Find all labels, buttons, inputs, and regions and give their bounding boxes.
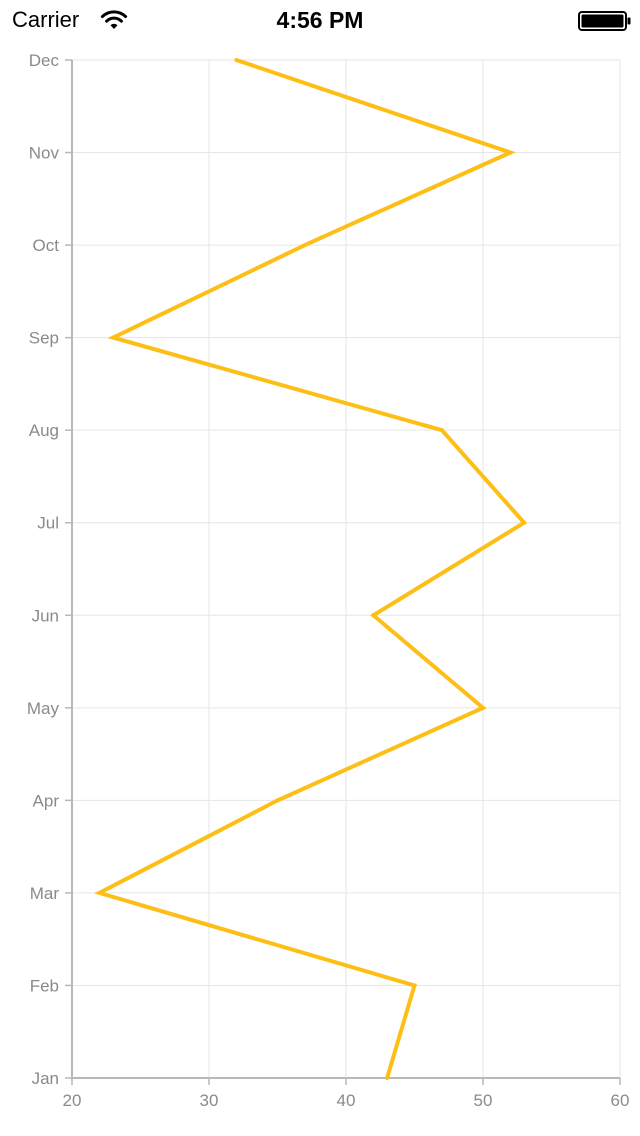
x-tick-label-30: 30	[200, 1091, 219, 1110]
series-line-0	[94, 58, 528, 1079]
y-tick-label-jun: Jun	[32, 606, 59, 625]
y-tick-label-jan: Jan	[32, 1069, 59, 1088]
y-tick-label-mar: Mar	[30, 884, 60, 903]
data-point-mar	[97, 890, 102, 895]
data-point-feb	[412, 983, 417, 988]
x-tick-label-50: 50	[474, 1091, 493, 1110]
line-chart: Jan Feb Mar Apr May Jun Jul Aug Sep Oct Nov Dec 20 30…	[27, 51, 630, 1110]
y-tick-label-may: May	[27, 699, 60, 718]
axes	[65, 59, 621, 1085]
data-point-may	[481, 705, 485, 710]
status-time: 4:56 PM	[276, 7, 364, 33]
data-point-jan	[385, 1076, 390, 1080]
y-tick-label-nov: Nov	[29, 144, 60, 163]
tick-labels: Jan Feb Mar Apr May Jun Jul Aug Sep Oct Nov Dec 20 30…	[27, 51, 630, 1110]
status-bar: Carrier 4:56 PM	[0, 0, 640, 40]
y-tick-label-oct: Oct	[33, 236, 60, 255]
chart-area: Jan Feb Mar Apr May Jun Jul Aug Sep Oct Nov Dec 20 30…	[0, 40, 640, 1136]
data-point-jun	[371, 613, 376, 618]
grid-lines	[71, 59, 621, 1079]
battery-full-icon	[578, 11, 631, 31]
series-layer	[94, 58, 528, 1080]
y-tick-label-jul: Jul	[37, 514, 59, 533]
data-point-sep	[111, 335, 116, 340]
x-tick-label-40: 40	[337, 1091, 356, 1110]
y-tick-label-feb: Feb	[30, 976, 59, 995]
x-tick-label-20: 20	[63, 1091, 82, 1110]
y-tick-label-dec: Dec	[29, 51, 60, 70]
wifi-icon	[100, 10, 128, 29]
y-tick-label-apr: Apr	[33, 791, 60, 810]
data-point-aug	[439, 428, 444, 433]
y-tick-label-aug: Aug	[29, 421, 59, 440]
data-point-jul	[522, 520, 527, 525]
data-point-dec	[234, 58, 239, 62]
carrier-label: Carrier	[12, 7, 80, 32]
y-tick-label-sep: Sep	[29, 329, 59, 348]
data-point-nov	[508, 150, 513, 155]
data-point-oct	[302, 243, 307, 248]
x-tick-label-60: 60	[611, 1091, 630, 1110]
data-point-apr	[275, 798, 280, 803]
